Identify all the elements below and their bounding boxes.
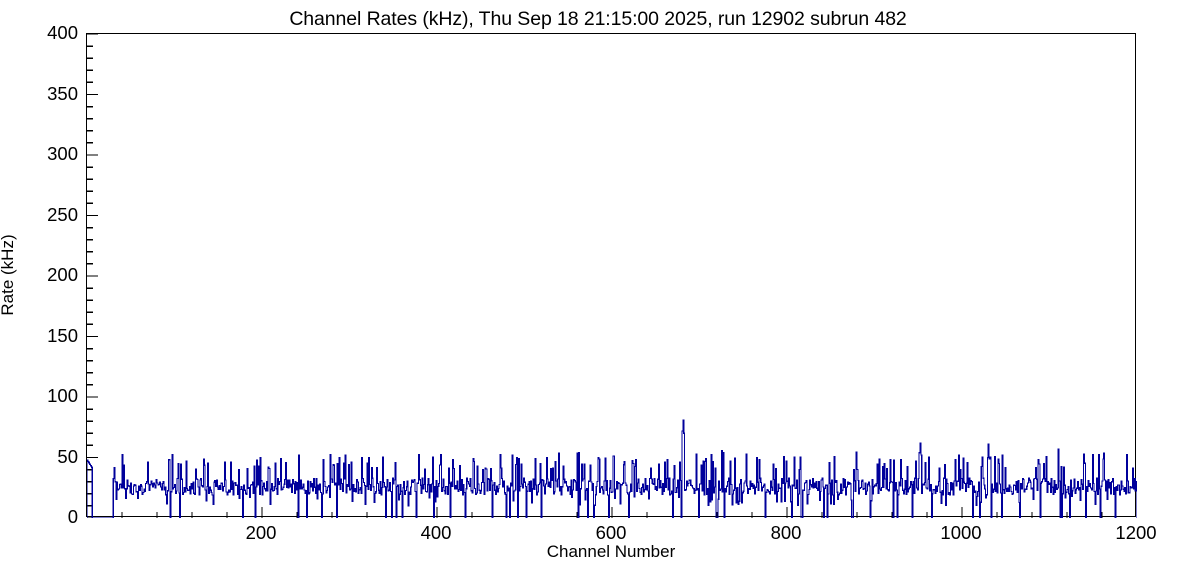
plot-frame	[86, 33, 1137, 518]
x-tick-label: 1000	[940, 522, 982, 543]
y-tick-label: 100	[47, 385, 78, 406]
y-tick-label: 250	[47, 203, 78, 225]
y-tick-label: 150	[47, 324, 78, 346]
chart-title: Channel Rates (kHz), Thu Sep 18 21:15:00…	[289, 8, 907, 30]
rate-histogram-series	[87, 419, 1137, 518]
x-tick-label: 800	[770, 522, 802, 543]
y-axis-major-ticks	[87, 34, 98, 518]
x-tick-label: 1200	[1115, 522, 1157, 543]
y-tick-label: 50	[57, 445, 78, 467]
y-tick-label: 350	[47, 82, 78, 104]
x-axis-title: Channel Number	[546, 542, 676, 561]
y-tick-label: 200	[47, 264, 78, 285]
y-tick-label: 0	[67, 506, 78, 527]
x-tick-label: 400	[420, 522, 452, 543]
y-axis-minor-ticks	[87, 45, 93, 507]
y-tick-label: 300	[47, 143, 78, 164]
x-tick-label: 200	[245, 522, 277, 543]
x-tick-label: 600	[595, 522, 627, 543]
x-axis-major-ticks	[261, 507, 1137, 518]
plot-svg	[87, 34, 1137, 518]
y-axis-title: Rate (kHz)	[0, 234, 17, 316]
y-tick-label: 400	[47, 22, 78, 43]
